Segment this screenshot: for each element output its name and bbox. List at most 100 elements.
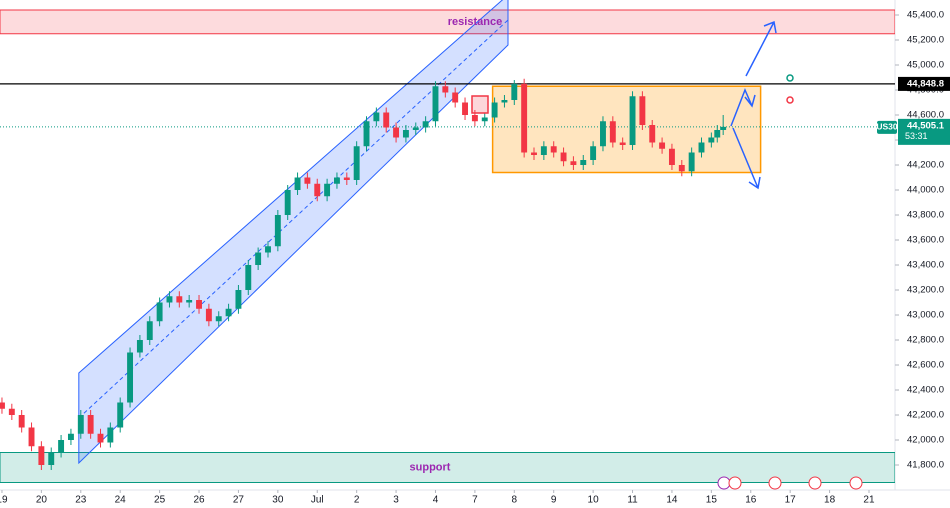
candle-body: [8, 408, 15, 415]
event-icons: [717, 476, 863, 490]
support-label: support: [410, 461, 451, 473]
candle-body: [245, 265, 252, 290]
y-tick-label: 42,000.0: [907, 435, 944, 446]
candle-body: [550, 146, 557, 153]
x-tick-label: 14: [666, 495, 678, 506]
last-price-label: 44,505.1: [907, 120, 945, 131]
candle-body: [471, 115, 478, 122]
candle-body: [28, 427, 35, 447]
candle-body: [432, 86, 439, 122]
symbol-label: US30: [876, 122, 898, 132]
candle-body: [343, 177, 350, 180]
y-tick-label: 45,000.0: [907, 60, 944, 71]
candle-body: [688, 152, 695, 172]
candle-body: [659, 142, 666, 149]
candle-body: [481, 117, 488, 122]
candle-body: [720, 126, 727, 130]
x-tick-label: 24: [115, 495, 127, 506]
candle-body: [314, 183, 321, 197]
candle-body: [67, 433, 74, 440]
candle-body: [166, 296, 173, 303]
x-tick-label: 3: [393, 495, 399, 506]
candle-body: [284, 190, 291, 215]
y-tick-label: 44,600.0: [907, 110, 944, 121]
axes: resistance support 41,800.0 42,000.0 42,200.…: [0, 10, 950, 506]
candle-body: [294, 177, 301, 190]
event-icon: [717, 476, 731, 490]
candle-body: [402, 130, 409, 138]
channel: [78, 0, 509, 465]
candle-body: [97, 433, 104, 443]
y-tick-label: 45,200.0: [907, 35, 944, 46]
x-tick-label: 7: [472, 495, 478, 506]
candle-body: [373, 112, 380, 122]
event-icon: [728, 476, 742, 490]
candle-body: [117, 402, 124, 428]
arrow-small: [730, 88, 756, 127]
x-tick-label: 21: [863, 495, 875, 506]
candle-body: [146, 321, 153, 340]
drawings: [0, 0, 895, 483]
countdown-label: 53:31: [905, 131, 928, 141]
x-tick-label: 25: [154, 495, 166, 506]
candle-body: [333, 177, 340, 184]
candle-body: [609, 121, 616, 143]
x-tick-label: 18: [824, 495, 836, 506]
y-tick-label: 41,800.0: [907, 460, 944, 471]
symbol-tag: [877, 120, 897, 134]
y-tick-label: 42,400.0: [907, 385, 944, 396]
y-tick-label: 43,000.0: [907, 310, 944, 321]
candle-body: [255, 252, 262, 265]
candles: [0, 78, 727, 470]
marker-circle: [786, 74, 794, 82]
x-tick-label: 9: [551, 495, 557, 506]
support-zone: [0, 452, 895, 483]
candle-body: [225, 308, 232, 317]
candle-body: [353, 146, 360, 180]
candle-body: [580, 160, 587, 165]
candle-body: [442, 86, 449, 93]
candle-body: [18, 415, 25, 428]
event-icon: [808, 476, 822, 490]
arrow-up: [745, 20, 777, 77]
x-tick-label: 11: [627, 495, 638, 506]
candle-body: [462, 102, 468, 115]
y-tick-label: 43,200.0: [907, 285, 944, 296]
candle-body: [668, 148, 675, 165]
x-tick-label: 30: [272, 495, 284, 506]
candle-body: [521, 83, 528, 153]
candle-body: [501, 100, 508, 103]
event-icon: [768, 476, 782, 490]
y-tick-label: 44,000.0: [907, 185, 944, 196]
candle-body: [38, 446, 45, 465]
x-tick-label: Jul: [311, 495, 324, 506]
candle-body: [205, 308, 212, 322]
x-tick-label: 26: [193, 495, 205, 506]
y-tick-label: 44,200.0: [907, 160, 944, 171]
candle-body: [304, 177, 311, 184]
candle-body: [235, 290, 242, 309]
candle-body: [590, 146, 597, 160]
x-tick-label: 15: [706, 495, 718, 506]
y-tick-label: 42,200.0: [907, 410, 944, 421]
arrows: [471, 20, 794, 190]
x-tick-label: 16: [745, 495, 757, 506]
candle-body: [136, 340, 143, 353]
resistance-zone: [0, 9, 895, 35]
candle-body: [531, 152, 537, 155]
candle-body: [540, 146, 547, 155]
y-tick-label: 42,800.0: [907, 335, 944, 346]
candle-body: [77, 415, 84, 434]
y-tick-label: 43,600.0: [907, 235, 944, 246]
candle-body: [600, 121, 606, 147]
marker-circle: [786, 96, 794, 104]
candle-body: [58, 440, 65, 453]
candle-body: [619, 142, 626, 145]
candle-body: [363, 121, 370, 147]
x-tick-label: 27: [233, 495, 245, 506]
candle-body: [196, 300, 202, 309]
candle-body: [393, 127, 400, 138]
candle-body: [511, 83, 518, 100]
candle-body: [127, 352, 134, 403]
x-tick-label: 8: [512, 495, 518, 506]
